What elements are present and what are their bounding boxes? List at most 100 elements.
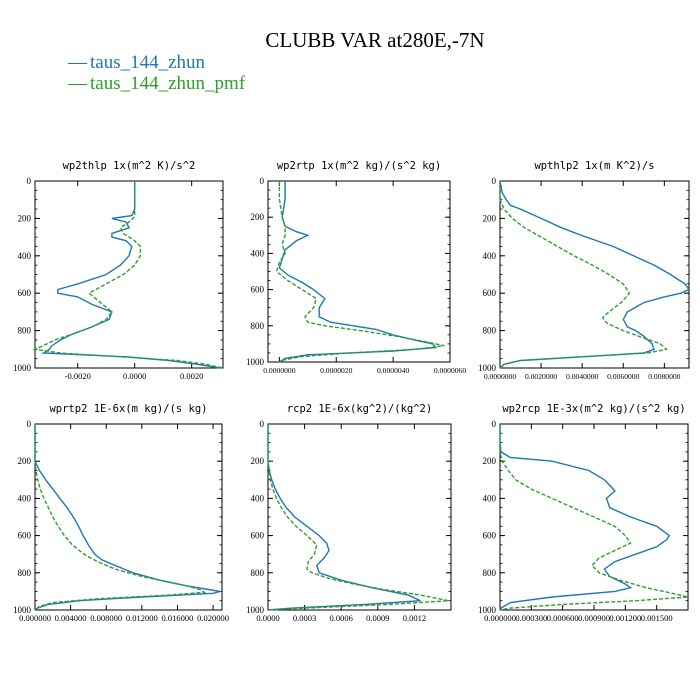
legend-entry-zhun: — taus_144_zhun bbox=[68, 52, 205, 74]
y-tick-label: 400 bbox=[18, 493, 32, 503]
x-tick-label: 0.0000 bbox=[123, 371, 146, 381]
y-tick-label: 600 bbox=[18, 531, 32, 541]
y-tick-label: 200 bbox=[18, 456, 32, 466]
y-tick-label: 400 bbox=[18, 251, 32, 261]
y-tick-label: 0 bbox=[27, 419, 32, 429]
y-tick-label: 800 bbox=[251, 568, 265, 578]
y-tick-label: 600 bbox=[18, 288, 32, 298]
series-line-0 bbox=[34, 424, 221, 611]
series-line-1 bbox=[499, 424, 689, 611]
x-tick-label: 0.000600 bbox=[547, 613, 579, 623]
series-line-0 bbox=[41, 181, 221, 369]
x-tick-label: 0.000300 bbox=[515, 613, 547, 623]
plot-frame bbox=[499, 180, 690, 369]
y-tick-label: 400 bbox=[251, 248, 265, 258]
x-tick-label: 0.0020000 bbox=[525, 372, 557, 381]
x-tick-label: 0.0020 bbox=[180, 371, 203, 381]
y-tick-label: 0 bbox=[27, 176, 32, 186]
y-tick-label: 600 bbox=[483, 288, 497, 298]
chart-panel-2: wpthlp2 1x(m K^2)/s020040060080010000.00… bbox=[478, 160, 691, 381]
x-tick-label: 0.0000000 bbox=[484, 372, 516, 381]
x-tick-label: 0.0000040 bbox=[377, 366, 409, 375]
x-tick-label: 0.0000060 bbox=[434, 366, 466, 375]
panel-title: wpthlp2 1x(m K^2)/s bbox=[534, 160, 654, 172]
x-tick-label: 0.020000 bbox=[197, 613, 229, 623]
x-tick-label: 0.0000000 bbox=[263, 366, 295, 375]
y-tick-label: 200 bbox=[251, 456, 265, 466]
chart-panel-5: wp2rcp 1E-3x(m^2 kg)/(s^2 kg) 0 200 400 600 8… bbox=[478, 403, 689, 623]
plot-frame bbox=[34, 423, 223, 611]
series-line-1 bbox=[34, 424, 207, 611]
y-tick-label: 600 bbox=[251, 531, 265, 541]
y-tick-label: 800 bbox=[18, 326, 32, 336]
plot-frame bbox=[267, 180, 451, 363]
panel-title: rcp2 1E-6x(kg^2)/(kg^2) bbox=[287, 403, 432, 415]
x-tick-label: 0.0060000 bbox=[607, 372, 639, 381]
y-tick-label: 200 bbox=[483, 213, 497, 223]
legend-label: taus_144_zhun bbox=[90, 52, 206, 73]
y-tick-label: 1000 bbox=[478, 363, 497, 373]
chart-panel-0: wp2thlp 1x(m^2 K)/s^2 0 200 400 600 800 1000 -0… bbox=[13, 160, 224, 381]
y-tick-label: 0 bbox=[492, 419, 497, 429]
x-tick-label: 0.001200 bbox=[609, 613, 641, 623]
y-tick-label: 0 bbox=[492, 176, 497, 186]
x-tick-label: 0.008000 bbox=[90, 613, 122, 623]
y-tick-label: 800 bbox=[251, 321, 265, 331]
series-line-0 bbox=[499, 180, 691, 369]
chart-panel-4: rcp2 1E-6x(kg^2)/(kg^2) 0 200 400 600 800 1000… bbox=[246, 403, 452, 623]
x-tick-label: 0.000900 bbox=[578, 613, 610, 623]
x-tick-label: 0.000000 bbox=[484, 613, 516, 623]
y-tick-label: 800 bbox=[483, 568, 497, 578]
legend-swatch-icon: — bbox=[68, 73, 87, 94]
y-tick-label: 0 bbox=[260, 176, 265, 186]
y-tick-label: 400 bbox=[483, 493, 497, 503]
y-tick-label: 400 bbox=[483, 251, 497, 261]
y-tick-label: 1000 bbox=[478, 605, 497, 615]
y-tick-label: 800 bbox=[483, 326, 497, 336]
series-line-1 bbox=[275, 181, 445, 363]
y-tick-label: 600 bbox=[251, 285, 265, 295]
panel-title: wp2thlp 1x(m^2 K)/s^2 bbox=[63, 160, 196, 172]
x-tick-label: 0.0000 bbox=[256, 613, 279, 623]
x-tick-label: 0.016000 bbox=[162, 613, 194, 623]
panel-title: wprtp2 1E-6x(m kg)/(s kg) bbox=[49, 403, 207, 415]
x-tick-label: 0.0009 bbox=[366, 613, 389, 623]
chart-panel-1: wp2rtp 1x(m^2 kg)/(s^2 kg) 0 200 400 600 800 1… bbox=[246, 160, 466, 375]
y-tick-label: 1000 bbox=[13, 605, 32, 615]
y-tick-label: 600 bbox=[483, 531, 497, 541]
figure-title: CLUBB VAR at280E,-7N bbox=[265, 28, 485, 52]
y-tick-label: 1000 bbox=[13, 363, 32, 373]
panel-title: wp2rtp 1x(m^2 kg)/(s^2 kg) bbox=[277, 160, 441, 172]
series-line-0 bbox=[267, 424, 421, 611]
legend-entry-zhun-pmf: — taus_144_zhun_pmf bbox=[68, 73, 245, 95]
x-tick-label: 0.0080000 bbox=[648, 372, 680, 381]
y-tick-label: 800 bbox=[18, 568, 32, 578]
y-tick-label: 400 bbox=[251, 493, 265, 503]
x-tick-label: 0.004000 bbox=[55, 613, 87, 623]
x-tick-label: 0.0012 bbox=[403, 613, 426, 623]
y-tick-label: 1000 bbox=[246, 357, 265, 367]
y-tick-label: 200 bbox=[251, 212, 265, 222]
x-tick-label: 0.0000020 bbox=[320, 366, 352, 375]
x-tick-label: 0.0040000 bbox=[566, 372, 598, 381]
x-tick-label: 0.012000 bbox=[126, 613, 158, 623]
x-tick-label: 0.0006 bbox=[330, 613, 353, 623]
x-tick-label: 0.001500 bbox=[641, 613, 673, 623]
y-tick-label: 0 bbox=[260, 419, 265, 429]
legend-swatch-icon: — bbox=[68, 52, 87, 73]
x-tick-label: -0.0020 bbox=[65, 371, 91, 381]
panel-title: wp2rcp 1E-3x(m^2 kg)/(s^2 kg) bbox=[502, 403, 685, 415]
y-tick-label: 200 bbox=[483, 456, 497, 466]
series-line-0 bbox=[278, 181, 438, 363]
series-line-1 bbox=[32, 181, 224, 369]
series-line-0 bbox=[499, 424, 671, 611]
x-tick-label: 0.0003 bbox=[293, 613, 316, 623]
chart-panel-3: wprtp2 1E-6x(m kg)/(s kg) 0 200 400 600 800 10… bbox=[13, 403, 229, 623]
y-tick-label: 200 bbox=[18, 213, 32, 223]
legend-label: taus_144_zhun_pmf bbox=[90, 73, 246, 94]
y-tick-label: 1000 bbox=[246, 605, 265, 615]
x-tick-label: 0.000000 bbox=[19, 613, 51, 623]
plot-frame bbox=[34, 180, 224, 369]
series-line-1 bbox=[499, 181, 668, 369]
